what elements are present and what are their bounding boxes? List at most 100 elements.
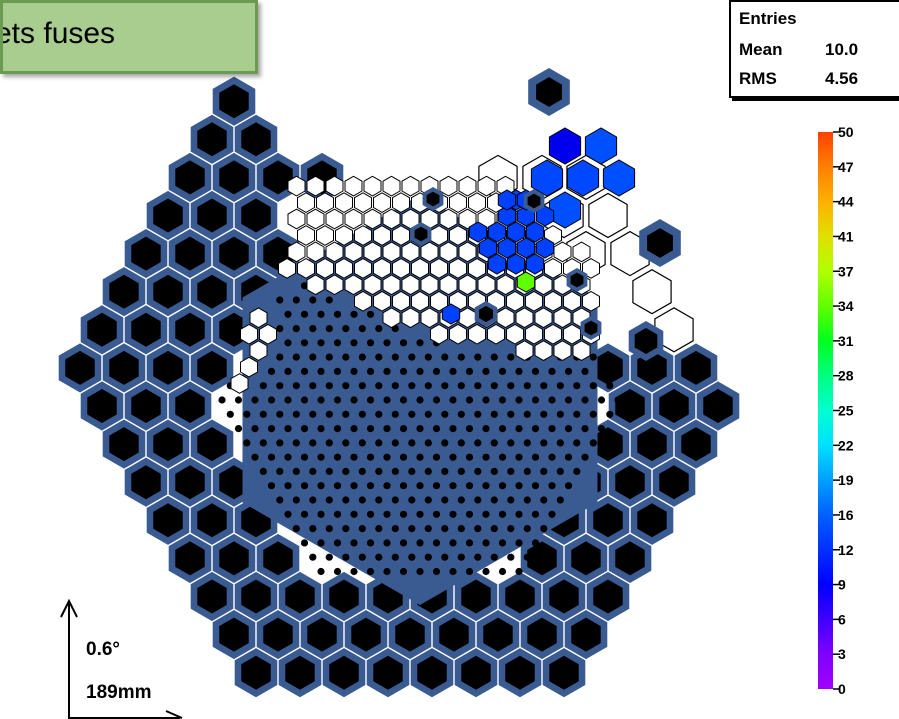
fine-pixel xyxy=(490,410,498,418)
fine-pixel xyxy=(416,396,424,404)
coarse-pixel-layer xyxy=(58,76,740,698)
fine-pixel xyxy=(498,539,507,547)
fine-pixel xyxy=(498,396,507,404)
fine-pixel xyxy=(432,367,441,375)
fine-pixel xyxy=(342,496,350,504)
fine-pixel xyxy=(300,282,309,290)
fine-pixel xyxy=(556,410,564,418)
fine-pixel xyxy=(424,382,432,390)
fine-pixel xyxy=(350,510,358,518)
fine-pixel xyxy=(284,367,292,375)
empty-pixel xyxy=(382,175,401,197)
fine-pixel xyxy=(383,396,391,404)
fused-pixel xyxy=(483,617,513,652)
fine-pixel xyxy=(474,410,482,418)
fine-pixel xyxy=(449,510,457,518)
fused-pixel xyxy=(219,236,249,271)
fine-pixel xyxy=(309,410,317,418)
fused-pixel xyxy=(131,236,161,271)
fine-pixel xyxy=(408,496,416,504)
empty-pixel xyxy=(477,274,496,296)
fine-pixel xyxy=(416,425,424,433)
statistics-box: Entries Mean 10.0 RMS 4.56 xyxy=(729,0,899,98)
fine-pixel xyxy=(581,396,589,404)
fine-pixel xyxy=(548,425,556,433)
fine-pixel xyxy=(358,439,366,447)
hit-pixel xyxy=(548,191,582,229)
fine-pixel xyxy=(523,382,531,390)
empty-pixel xyxy=(278,258,296,279)
fine-pixel xyxy=(300,425,309,433)
empty-pixel xyxy=(458,274,477,296)
color-scale-tick-label: 0 xyxy=(838,681,846,697)
fine-pixel xyxy=(474,496,482,504)
fine-pixel xyxy=(317,367,325,375)
fine-pixel xyxy=(548,482,556,490)
fine-pixel xyxy=(540,439,548,447)
empty-pixel xyxy=(420,307,439,329)
fine-pixel xyxy=(317,339,325,347)
empty-pixel xyxy=(496,307,515,329)
fine-pixel xyxy=(416,367,424,375)
isolated-fused-pixel xyxy=(634,328,658,354)
fused-pixel xyxy=(593,579,623,614)
fine-pixel xyxy=(432,453,441,461)
fine-pixel xyxy=(276,353,284,361)
fine-pixel xyxy=(474,353,482,361)
fused-pixel xyxy=(571,617,601,652)
color-scale-tick-label: 25 xyxy=(838,403,854,419)
fine-pixel xyxy=(276,410,284,418)
empty-pixel xyxy=(325,175,344,197)
fine-pixel xyxy=(267,367,276,375)
fine-pixel xyxy=(317,453,325,461)
empty-pixel xyxy=(582,258,600,279)
scale-angle: 0.6° xyxy=(86,639,120,660)
fine-pixel xyxy=(292,439,300,447)
color-scale-tick-label: 6 xyxy=(838,611,846,627)
hit-pixel xyxy=(506,253,526,275)
fine-pixel xyxy=(300,453,309,461)
fine-pixel xyxy=(523,467,531,475)
fine-pixel xyxy=(300,310,309,318)
fine-pixel xyxy=(292,525,300,533)
fine-pixel xyxy=(531,482,540,490)
fine-pixel xyxy=(498,425,507,433)
fine-pixel xyxy=(441,553,449,561)
fused-pixel xyxy=(615,389,645,423)
empty-pixel xyxy=(588,192,628,239)
fine-pixel xyxy=(564,425,573,433)
fine-pixel xyxy=(399,567,408,576)
fine-pixel xyxy=(358,525,366,533)
empty-pixel xyxy=(259,323,277,345)
empty-pixel xyxy=(496,274,515,296)
fused-pixel xyxy=(285,655,315,690)
hit-pixel xyxy=(548,127,582,165)
empty-pixel xyxy=(325,208,344,230)
fused-pixel xyxy=(87,389,117,423)
fine-pixel xyxy=(449,396,457,404)
empty-pixel xyxy=(401,274,420,296)
fine-pixel xyxy=(564,396,573,404)
fine-pixel xyxy=(399,482,408,490)
fine-pixel xyxy=(375,439,383,447)
fine-pixel xyxy=(441,525,449,533)
empty-pixel xyxy=(506,290,524,312)
fused-pixel xyxy=(197,427,227,462)
fine-pixel xyxy=(432,482,441,490)
empty-pixel xyxy=(430,258,448,279)
fine-pixel xyxy=(366,482,375,490)
empty-pixel xyxy=(439,274,458,296)
fine-pixel xyxy=(309,553,317,561)
fine-pixel xyxy=(333,425,342,433)
fine-pixel xyxy=(383,567,391,576)
fine-pixel xyxy=(465,425,474,433)
fine-pixel xyxy=(498,453,507,461)
fused-pixel xyxy=(219,160,249,195)
fine-pixel xyxy=(465,396,474,404)
fine-pixel xyxy=(309,496,317,504)
fine-pixel xyxy=(523,439,531,447)
fused-pixel xyxy=(329,655,359,690)
hit-pixel xyxy=(516,271,536,293)
fine-pixel xyxy=(366,510,375,518)
empty-pixel xyxy=(325,241,344,263)
